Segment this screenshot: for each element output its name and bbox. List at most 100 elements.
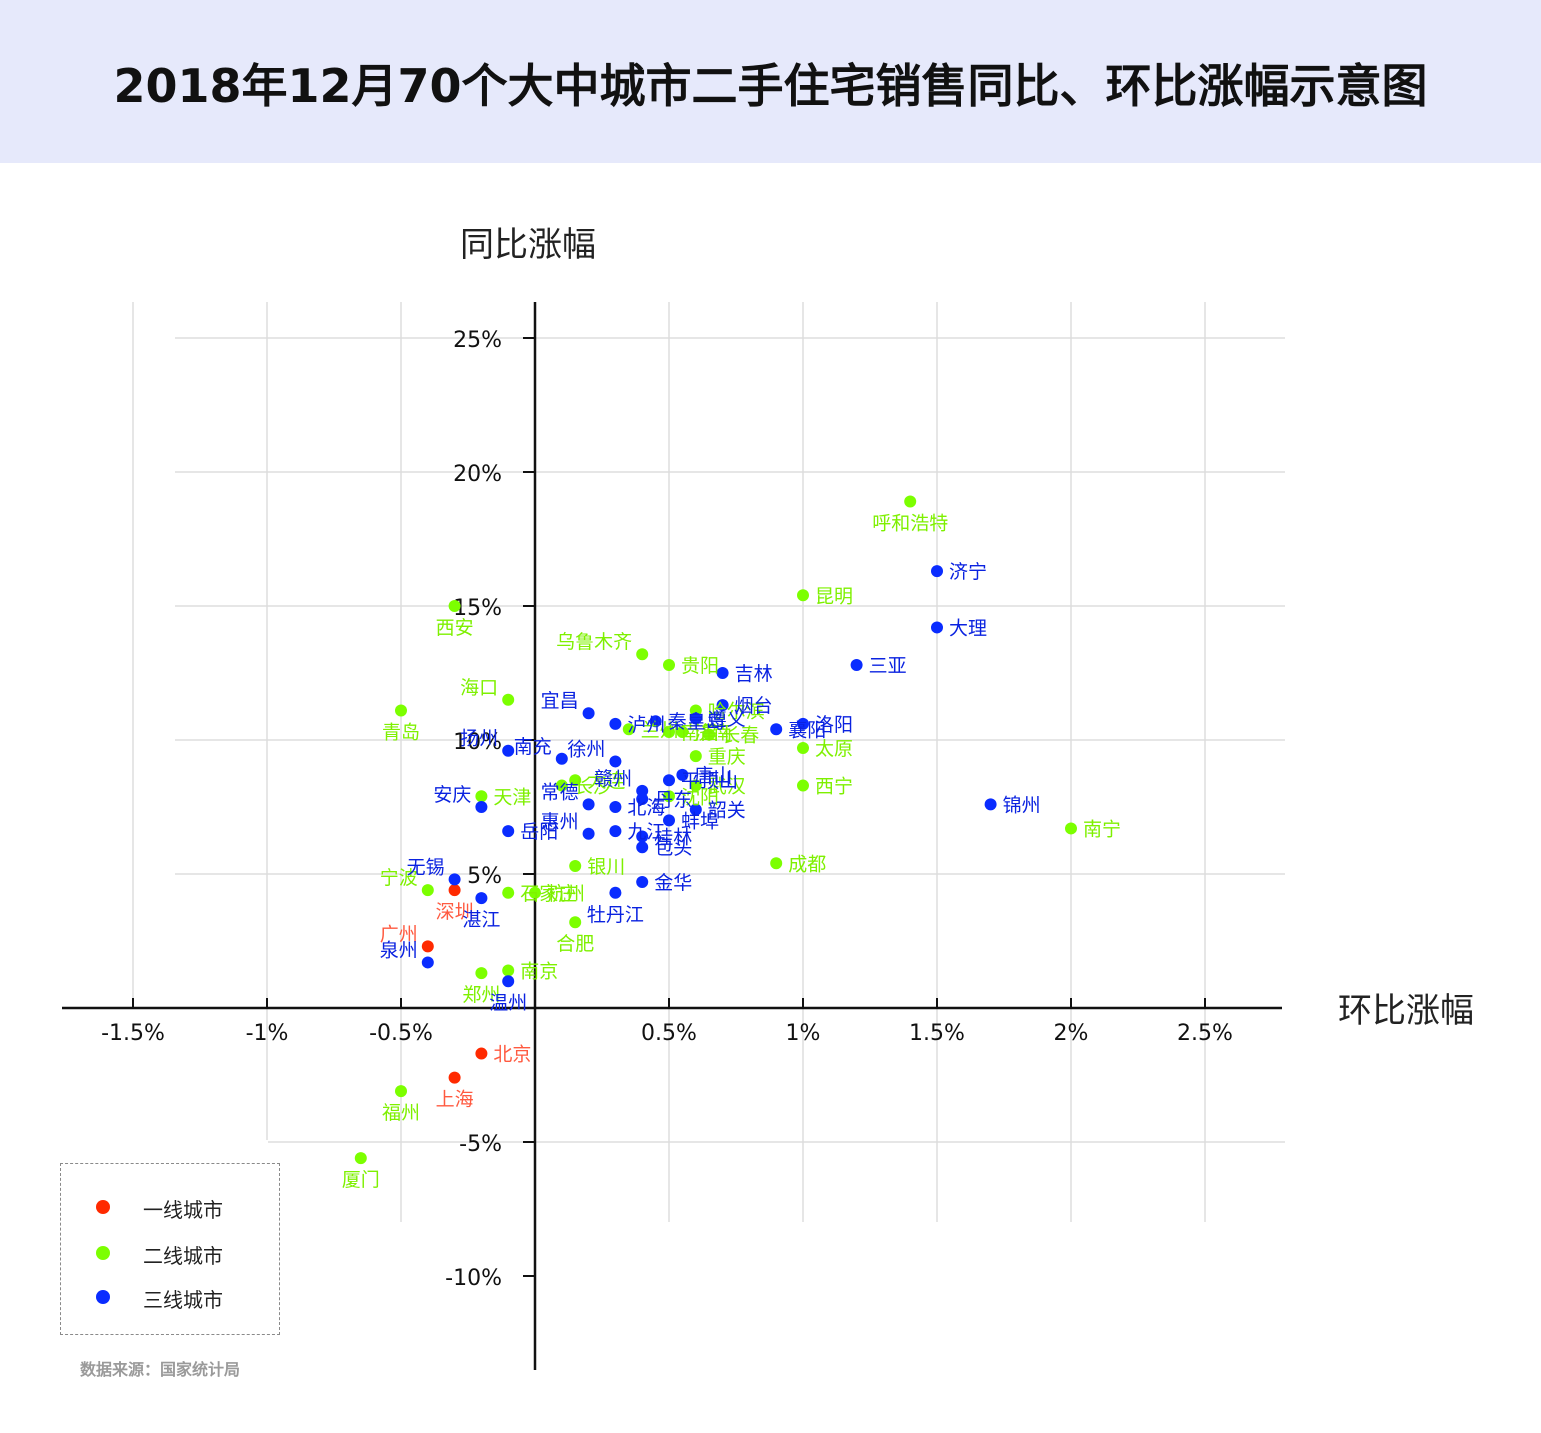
data-point — [797, 742, 809, 755]
data-point — [770, 857, 783, 870]
city-label: 海口 — [460, 677, 498, 699]
data-point — [984, 798, 997, 811]
city-label: 青岛 — [382, 722, 420, 744]
x-tick-label: 0.5% — [641, 1021, 697, 1046]
legend-dot-tier1 — [96, 1200, 110, 1214]
data-point — [475, 892, 488, 905]
data-point — [609, 825, 622, 838]
data-point — [797, 589, 809, 602]
data-point — [663, 725, 675, 738]
data-point — [448, 1071, 461, 1084]
city-label: 三亚 — [869, 655, 907, 677]
city-label: 大理 — [949, 617, 987, 639]
data-point — [555, 752, 568, 765]
city-label: 南京 — [520, 960, 558, 982]
city-label: 天津 — [493, 786, 531, 808]
data-point — [421, 940, 434, 953]
data-point — [636, 841, 649, 854]
data-point — [502, 975, 515, 988]
data-point — [703, 728, 716, 741]
data-point — [904, 495, 917, 508]
axes — [62, 302, 1282, 1370]
legend-item-tier3: 三线城市 — [61, 1282, 281, 1312]
city-label: 武汉 — [708, 776, 746, 798]
data-point — [931, 621, 943, 634]
city-label: 西安 — [436, 617, 474, 639]
city-label: 吉林 — [735, 663, 773, 685]
x-tick-label: 1.5% — [909, 1021, 965, 1046]
data-point — [448, 884, 461, 897]
city-label: 无锡 — [407, 856, 445, 878]
data-point — [569, 916, 582, 929]
city-label: 烟台 — [735, 695, 773, 717]
data-points — [354, 495, 1077, 1165]
legend-label-tier3: 三线城市 — [143, 1288, 223, 1312]
data-point — [502, 693, 515, 706]
data-point — [716, 667, 729, 679]
city-label: 温州 — [489, 992, 527, 1014]
data-point — [609, 886, 622, 899]
data-point — [609, 801, 622, 813]
data-point — [395, 704, 407, 717]
city-label: 金华 — [654, 872, 692, 894]
city-label: 济宁 — [949, 561, 987, 583]
city-label: 哈尔滨 — [708, 701, 765, 723]
data-point — [421, 956, 434, 969]
data-point — [850, 658, 863, 671]
data-point — [569, 859, 582, 872]
city-label: 杭州 — [547, 883, 585, 905]
data-point — [502, 744, 515, 757]
data-point — [502, 886, 515, 899]
city-label: 宁波 — [380, 867, 418, 889]
city-label: 广州 — [380, 923, 418, 945]
tick-labels: -1.5% -1% -0.5% 0.5% 1% 1.5% 2% 2.5% -10% -5% 5% 10… — [101, 328, 1233, 1291]
legend-dot-tier3 — [96, 1290, 110, 1304]
city-label: 赣州 — [594, 768, 632, 790]
data-point — [502, 825, 515, 838]
data-point — [1065, 822, 1077, 835]
city-label: 遵义 — [708, 709, 746, 731]
legend-label-tier1: 一线城市 — [143, 1198, 223, 1222]
y-tick-label: 20% — [453, 462, 502, 487]
data-point — [421, 884, 434, 897]
x-tick-label: 1% — [786, 1021, 821, 1046]
city-label: 蚌埠 — [681, 810, 719, 832]
data-point — [676, 768, 689, 781]
city-label: 大连 — [587, 770, 625, 792]
data-point — [582, 707, 595, 720]
y-tick-label: 15% — [453, 596, 502, 621]
legend-dot-tier2 — [96, 1246, 110, 1260]
data-point — [931, 565, 943, 578]
city-label: 福州 — [382, 1102, 420, 1124]
city-label: 上海 — [436, 1089, 474, 1111]
legend-item-tier2: 二线城市 — [61, 1238, 281, 1268]
city-label: 襄阳 — [788, 719, 826, 741]
data-point — [797, 717, 809, 730]
city-label: 西宁 — [815, 776, 853, 798]
city-label: 秦皇岛 — [668, 711, 725, 733]
data-point — [622, 723, 635, 736]
city-label: 重庆 — [708, 746, 746, 768]
x-axis-title: 环比涨幅 — [1338, 991, 1474, 1031]
data-point — [636, 876, 649, 889]
city-label: 桂林 — [654, 826, 692, 848]
data-point — [475, 801, 488, 813]
data-point — [676, 725, 689, 738]
data-point — [689, 803, 702, 816]
data-point — [663, 814, 675, 827]
city-label: 成都 — [788, 853, 826, 875]
city-label: 锦州 — [1003, 794, 1041, 816]
data-point — [689, 750, 702, 763]
x-tick-label: 2% — [1054, 1021, 1089, 1046]
y-tick-label: -10% — [445, 1266, 502, 1291]
city-label: 惠州 — [541, 811, 579, 833]
x-tick-label: -1% — [246, 1021, 289, 1046]
data-point — [502, 964, 515, 977]
city-label: 石家庄 — [520, 883, 577, 905]
city-label: 银川 — [587, 856, 625, 878]
city-label: 北海 — [627, 797, 665, 819]
city-label: 长沙 — [574, 776, 612, 798]
city-label: 丹东 — [654, 789, 692, 811]
city-label: 长春 — [721, 725, 759, 747]
